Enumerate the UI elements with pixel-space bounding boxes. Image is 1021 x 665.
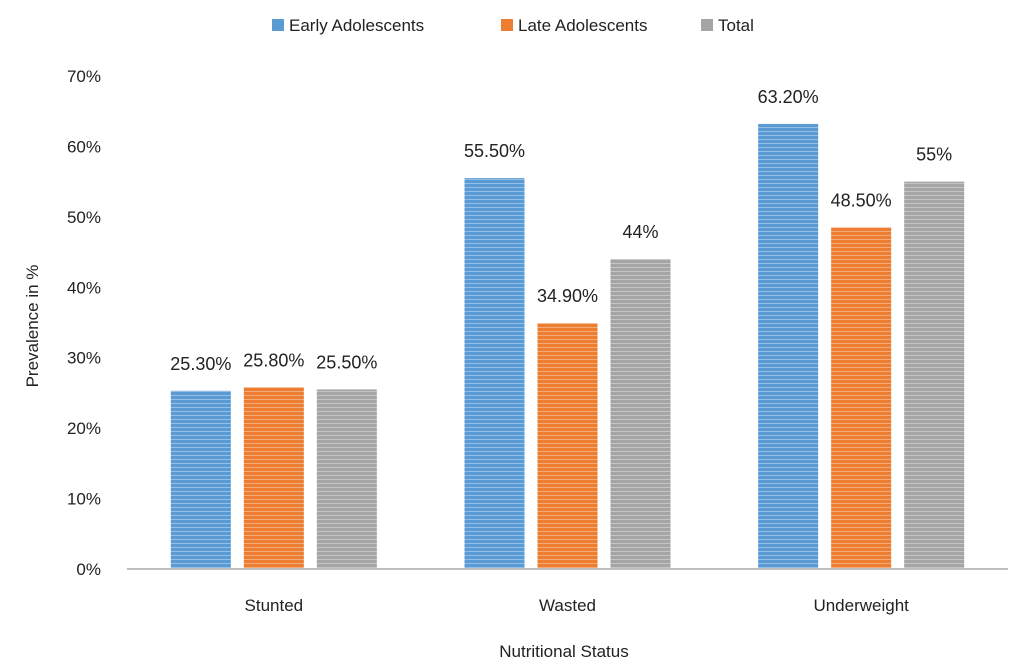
legend-label: Early Adolescents bbox=[289, 16, 424, 35]
y-tick-label: 60% bbox=[67, 137, 101, 156]
bar-early-adolescents-underweight bbox=[758, 123, 819, 570]
legend: Early Adolescents Late Adolescents Total bbox=[272, 16, 754, 35]
legend-swatch bbox=[501, 19, 513, 31]
data-label: 55.50% bbox=[464, 141, 525, 161]
data-label: 55% bbox=[916, 145, 952, 165]
bar-total-wasted bbox=[610, 259, 671, 569]
legend-label: Total bbox=[718, 16, 754, 35]
data-label: 48.50% bbox=[831, 190, 892, 210]
bar-late-adolescents-stunted bbox=[243, 387, 304, 569]
data-label: 63.20% bbox=[758, 87, 819, 107]
legend-label: Late Adolescents bbox=[518, 16, 647, 35]
y-axis-title: Prevalence in % bbox=[23, 265, 42, 388]
y-tick-label: 30% bbox=[67, 349, 101, 368]
bar-total-stunted bbox=[316, 389, 377, 569]
bar-total-underweight bbox=[904, 181, 965, 569]
data-label: 44% bbox=[622, 222, 658, 242]
y-tick-label: 50% bbox=[67, 208, 101, 227]
y-axis: 0% 10% 20% 30% 40% 50% 60% 70% bbox=[67, 67, 101, 579]
bar-late-adolescents-underweight bbox=[831, 227, 892, 569]
bar-early-adolescents-stunted bbox=[170, 390, 231, 569]
x-category-label: Stunted bbox=[245, 596, 304, 615]
y-tick-label: 10% bbox=[67, 490, 101, 509]
bar-late-adolescents-wasted bbox=[537, 323, 598, 569]
x-axis-title: Nutritional Status bbox=[499, 642, 628, 661]
y-tick-label: 0% bbox=[76, 560, 101, 579]
legend-swatch bbox=[701, 19, 713, 31]
x-axis: Stunted Wasted Underweight bbox=[245, 596, 910, 615]
y-tick-label: 70% bbox=[67, 67, 101, 86]
legend-swatch bbox=[272, 19, 284, 31]
data-label: 25.80% bbox=[243, 350, 304, 370]
bar-early-adolescents-wasted bbox=[464, 178, 525, 569]
bars bbox=[170, 123, 965, 570]
x-category-label: Underweight bbox=[813, 596, 909, 615]
y-tick-label: 40% bbox=[67, 278, 101, 297]
data-labels: 25.30% 25.80% 25.50% 55.50% 34.90% 44% 63.20% 4… bbox=[170, 87, 952, 374]
y-tick-label: 20% bbox=[67, 419, 101, 438]
data-label: 25.30% bbox=[170, 354, 231, 374]
data-label: 25.50% bbox=[316, 352, 377, 372]
x-category-label: Wasted bbox=[539, 596, 596, 615]
data-label: 34.90% bbox=[537, 286, 598, 306]
